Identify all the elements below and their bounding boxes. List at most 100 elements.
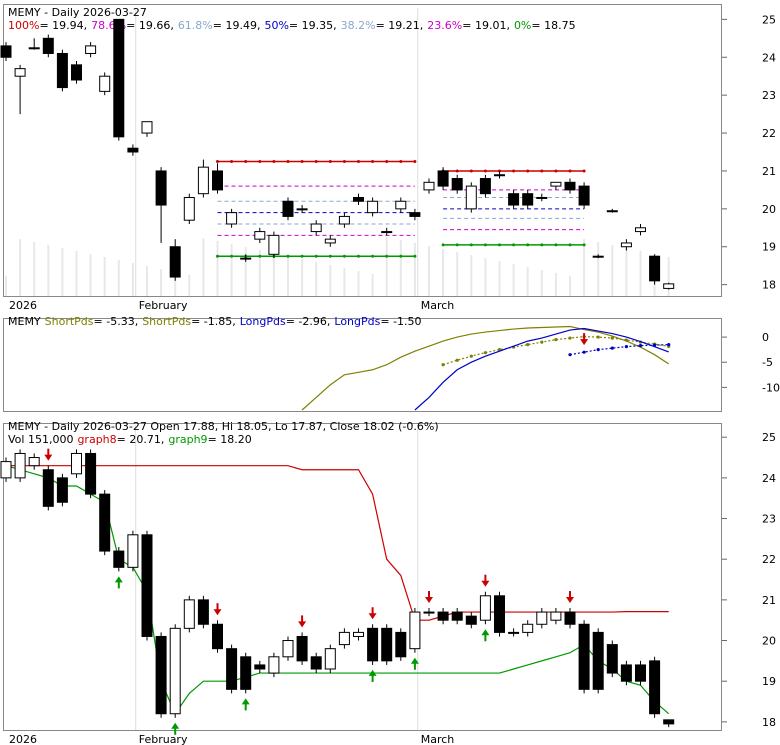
daily-candle xyxy=(297,636,307,660)
price-candle xyxy=(466,186,476,209)
osc-series-line-dot xyxy=(639,344,642,347)
osc-series-line-dot xyxy=(568,336,571,339)
price-candle xyxy=(339,216,349,224)
fib-level-dot xyxy=(329,255,332,258)
volume-bar xyxy=(315,262,317,296)
price-candle xyxy=(269,235,279,254)
volume-bar xyxy=(527,267,529,296)
daily-candle xyxy=(29,458,39,466)
osc-series-line-dot xyxy=(611,336,614,339)
osc-series-line-dot xyxy=(597,348,600,351)
daily-candle xyxy=(269,657,279,673)
daily-candle xyxy=(72,453,82,473)
fib-level-dot xyxy=(357,160,360,163)
volume-bar xyxy=(499,261,501,296)
fib-level-dot xyxy=(329,160,332,163)
price-axis-tick-label: 24 xyxy=(762,51,776,64)
price-candle xyxy=(579,186,589,205)
fib-level-dot xyxy=(216,255,219,258)
daily-candle xyxy=(438,612,448,620)
daily-candle xyxy=(607,645,617,673)
osc-axis-tick-label: 0 xyxy=(762,331,769,344)
fib-level-dot xyxy=(343,160,346,163)
fib-legend-label: 61.8% xyxy=(178,19,213,32)
daily-legend-value: = 20.71, xyxy=(117,433,165,446)
fib-level-dot xyxy=(258,255,261,258)
daily-candle xyxy=(170,628,180,713)
daily-candle xyxy=(325,649,335,669)
fib-level-dot xyxy=(244,160,247,163)
price-candle xyxy=(255,232,265,240)
fib-level-dot xyxy=(301,160,304,163)
volume-bar xyxy=(202,238,204,296)
osc-series-line-dot xyxy=(456,359,459,362)
price-candle xyxy=(325,239,335,243)
sell-arrow-head xyxy=(425,597,433,603)
volume-bar xyxy=(47,245,49,296)
volume-bar xyxy=(301,259,303,296)
daily-candle xyxy=(424,612,434,613)
fib-level-dot xyxy=(554,243,557,246)
daily-candle xyxy=(283,641,293,657)
fib-level-dot xyxy=(287,255,290,258)
daily-axis-tick-label: 20 xyxy=(762,635,776,648)
fib-level-dot xyxy=(569,243,572,246)
osc-series-line-dot xyxy=(653,344,656,347)
daily-candle xyxy=(241,657,251,690)
daily-candle xyxy=(354,632,364,636)
daily-candle xyxy=(311,657,321,669)
osc-legend-label: LongPds xyxy=(240,315,286,328)
fib-level-dot xyxy=(569,169,572,172)
daily-candle xyxy=(368,628,378,661)
fib-legend-value: = 19.01, xyxy=(462,19,510,32)
price-candle xyxy=(424,182,434,190)
price-panel-frame xyxy=(4,5,722,297)
osc-series-line-dot xyxy=(583,351,586,354)
daily-candle xyxy=(509,632,519,633)
volume-panel-frame xyxy=(4,424,722,731)
daily-x-label: March xyxy=(421,733,455,745)
price-candle xyxy=(537,197,547,198)
fib-legend-label: 23.6% xyxy=(427,19,462,32)
daily-candle xyxy=(184,600,194,628)
osc-series-line-dot xyxy=(470,355,473,358)
volume-bar xyxy=(358,271,360,296)
daily-candle xyxy=(480,596,490,620)
daily-legend-label: graph8 xyxy=(77,433,116,446)
osc-series-line-dot xyxy=(611,347,614,350)
fib-legend-label: 50% xyxy=(264,19,288,32)
daily-candle xyxy=(452,612,462,620)
fib-level-dot xyxy=(442,243,445,246)
volume-bar xyxy=(90,254,92,296)
daily-candle xyxy=(593,632,603,689)
daily-candle xyxy=(114,551,124,567)
price-candle xyxy=(593,256,603,257)
fib-legend-value: = 18.75 xyxy=(531,19,575,32)
fib-level-dot xyxy=(456,243,459,246)
fib-legend-label: 0% xyxy=(514,19,531,32)
oscillator-panel: 0-5-10MEMY ShortPds = -5.33, ShortPds = -1… xyxy=(8,315,780,410)
volume-bar xyxy=(287,256,289,296)
volume-bar xyxy=(640,251,642,296)
price-candle xyxy=(480,179,490,194)
osc-series-line-dot xyxy=(484,351,487,354)
price-candle xyxy=(57,53,67,87)
osc-axis-tick-label: -5 xyxy=(762,356,773,369)
volume-bar xyxy=(76,251,78,296)
sell-arrow-head xyxy=(566,597,574,603)
fib-level-dot xyxy=(512,243,515,246)
buy-arrow-head xyxy=(242,698,250,704)
osc-legend-value: = -1.50 xyxy=(380,315,421,328)
volume-bar xyxy=(273,253,275,296)
fib-level-dot xyxy=(371,255,374,258)
fib-level-dot xyxy=(385,160,388,163)
price-axis-tick-label: 22 xyxy=(762,127,776,140)
volume-bar xyxy=(456,252,458,296)
daily-candle xyxy=(100,494,110,551)
volume-bar xyxy=(372,274,374,296)
price-candle xyxy=(636,228,646,232)
price-candle xyxy=(198,167,208,194)
volume-bar xyxy=(104,257,106,296)
fib-level-dot xyxy=(315,255,318,258)
osc-series-line-dot xyxy=(625,339,628,342)
